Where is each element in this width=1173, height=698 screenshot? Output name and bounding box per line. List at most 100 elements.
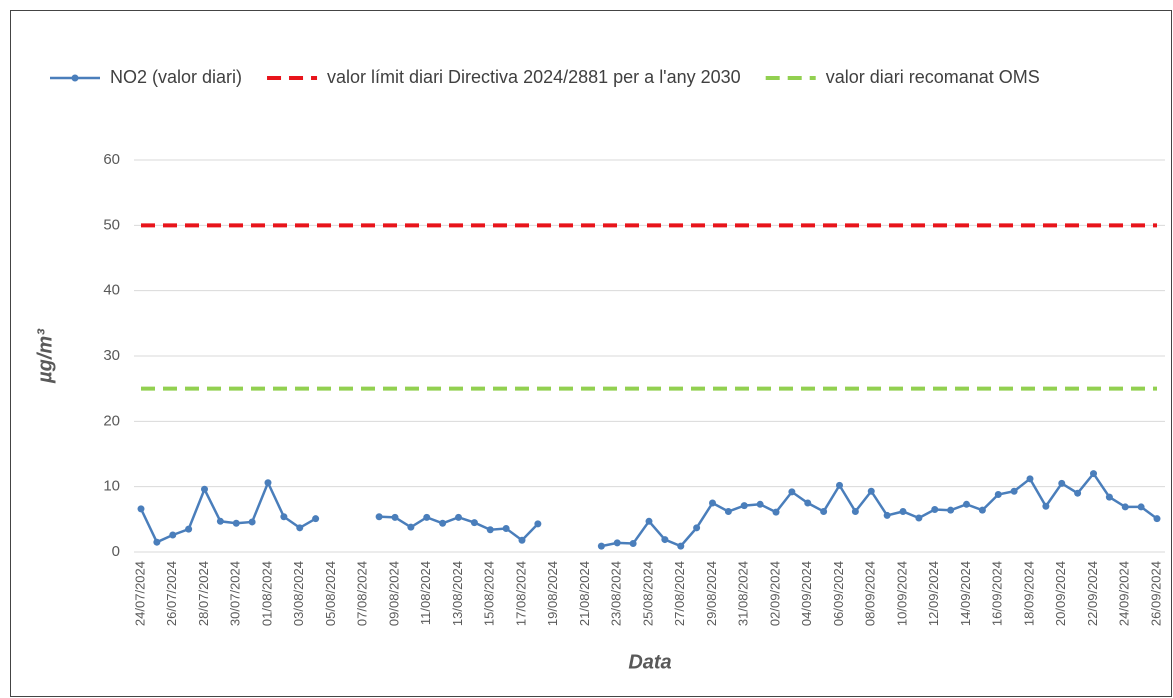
x-tick-label: 11/08/2024 xyxy=(418,561,433,625)
data-point xyxy=(375,513,383,521)
x-tick-label: 22/09/2024 xyxy=(1085,561,1100,626)
data-point xyxy=(169,531,177,539)
x-tick-label: 21/08/2024 xyxy=(577,561,592,626)
legend-label: NO2 (valor diari) xyxy=(110,67,242,87)
x-tick-label: 29/08/2024 xyxy=(704,561,719,626)
y-tick-label: 60 xyxy=(103,151,120,168)
data-point xyxy=(280,513,288,521)
data-point xyxy=(423,513,431,521)
x-tick-label: 24/09/2024 xyxy=(1117,561,1132,626)
data-point xyxy=(1121,503,1129,511)
x-tick-label: 07/08/2024 xyxy=(355,561,370,626)
data-point xyxy=(1137,503,1145,511)
data-point xyxy=(1153,515,1161,523)
x-tick-label: 15/08/2024 xyxy=(482,561,497,626)
data-point xyxy=(740,502,748,510)
data-point xyxy=(994,491,1002,499)
legend-label: valor límit diari Directiva 2024/2881 pe… xyxy=(327,67,741,87)
data-point xyxy=(502,524,510,532)
data-point xyxy=(1058,479,1066,487)
data-point xyxy=(1105,493,1113,501)
data-point xyxy=(867,487,875,495)
data-point xyxy=(439,519,447,527)
x-tick-label: 08/09/2024 xyxy=(863,561,878,626)
x-tick-label: 05/08/2024 xyxy=(323,561,338,626)
x-tick-label: 14/09/2024 xyxy=(958,561,973,626)
data-point xyxy=(645,517,653,525)
data-point xyxy=(232,519,240,527)
x-tick-label: 18/09/2024 xyxy=(1021,561,1036,626)
data-point xyxy=(724,507,732,515)
data-point xyxy=(534,520,542,528)
x-tick-label: 02/09/2024 xyxy=(767,561,782,626)
data-point xyxy=(772,508,780,516)
data-point xyxy=(899,507,907,515)
x-tick-label: 23/08/2024 xyxy=(609,561,624,626)
y-axis-label: µg/m³ xyxy=(34,328,56,384)
data-point xyxy=(915,514,923,522)
data-point xyxy=(851,507,859,515)
x-tick-label: 16/09/2024 xyxy=(990,561,1005,626)
data-point xyxy=(804,499,812,507)
x-tick-label: 26/09/2024 xyxy=(1148,561,1163,626)
legend-marker xyxy=(71,74,79,82)
legend-label: valor diari recomanat OMS xyxy=(826,67,1040,87)
data-point xyxy=(518,536,526,544)
data-point xyxy=(137,505,145,513)
data-point xyxy=(1010,487,1018,495)
data-point xyxy=(820,507,828,515)
data-point xyxy=(597,542,605,550)
x-tick-label: 06/09/2024 xyxy=(831,561,846,626)
data-point xyxy=(201,485,208,493)
data-point xyxy=(1026,475,1034,483)
data-point xyxy=(788,488,796,496)
x-tick-label: 17/08/2024 xyxy=(513,561,528,626)
data-point xyxy=(470,519,478,527)
y-tick-label: 10 xyxy=(103,478,120,495)
data-point xyxy=(661,536,669,544)
x-tick-label: 10/09/2024 xyxy=(894,561,909,626)
y-tick-label: 30 xyxy=(103,347,120,364)
x-tick-label: 27/08/2024 xyxy=(672,561,687,626)
x-tick-label: 28/07/2024 xyxy=(196,561,211,626)
x-tick-label: 12/09/2024 xyxy=(926,561,941,626)
data-point xyxy=(486,526,494,534)
data-point xyxy=(709,499,716,507)
y-tick-label: 20 xyxy=(103,412,120,429)
data-point xyxy=(629,540,637,548)
x-tick-label: 24/07/2024 xyxy=(132,561,147,626)
data-point xyxy=(978,506,986,514)
data-point xyxy=(836,481,843,489)
x-tick-label: 20/09/2024 xyxy=(1053,561,1068,626)
data-point xyxy=(677,542,685,550)
data-point xyxy=(391,513,399,521)
x-tick-label: 01/08/2024 xyxy=(259,561,274,626)
x-tick-label: 31/08/2024 xyxy=(736,561,751,626)
x-tick-label: 25/08/2024 xyxy=(640,561,655,626)
y-tick-label: 0 xyxy=(112,543,120,560)
data-point xyxy=(756,500,764,508)
data-point xyxy=(931,506,939,514)
x-tick-label: 04/09/2024 xyxy=(799,561,814,626)
x-tick-label: 30/07/2024 xyxy=(228,561,243,626)
data-point xyxy=(312,515,320,523)
x-tick-label: 19/08/2024 xyxy=(545,561,560,626)
data-point xyxy=(296,524,304,532)
data-point xyxy=(216,517,224,525)
x-tick-label: 03/08/2024 xyxy=(291,561,306,626)
data-point xyxy=(963,500,970,508)
data-point xyxy=(947,506,955,514)
data-point xyxy=(407,523,415,531)
chart-border xyxy=(10,10,1172,697)
data-point xyxy=(153,538,161,546)
data-point xyxy=(1074,489,1082,497)
data-point xyxy=(248,518,256,526)
y-tick-label: 40 xyxy=(103,282,120,299)
data-point xyxy=(1042,502,1050,510)
data-point xyxy=(613,539,621,547)
data-point xyxy=(693,524,701,532)
x-axis-label: Data xyxy=(628,651,671,673)
data-point xyxy=(455,513,462,521)
